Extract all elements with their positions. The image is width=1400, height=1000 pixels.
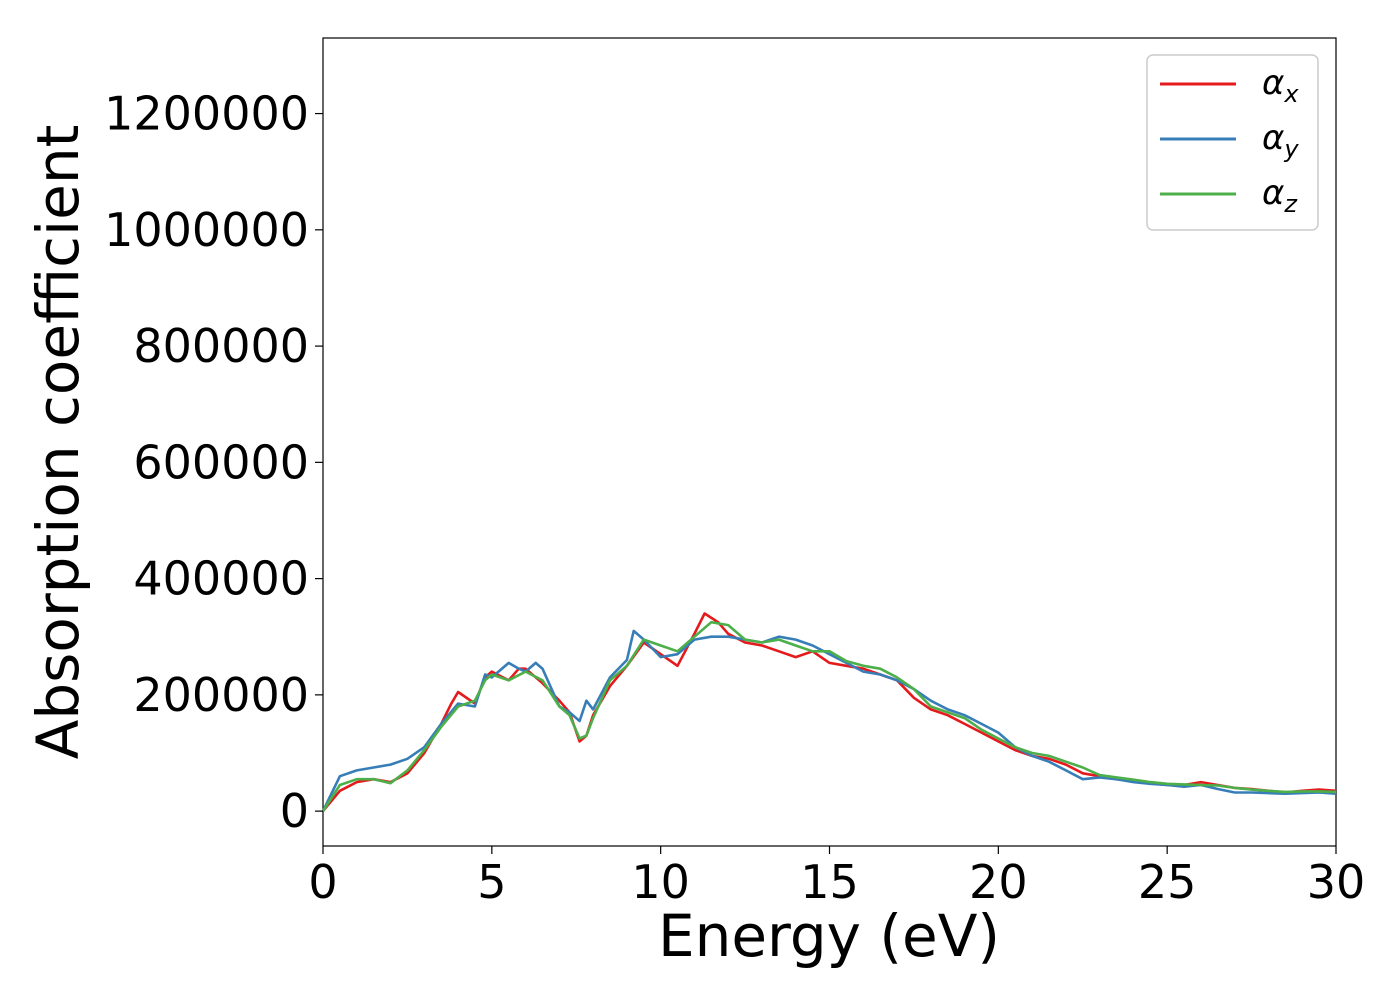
series-layer <box>321 612 1337 812</box>
legend-label-x: αx <box>1262 63 1299 108</box>
y-tick-label-2: 400000 <box>133 552 309 606</box>
series-line-z <box>321 620 1337 812</box>
x-tick-label-2: 10 <box>631 855 690 909</box>
x-tick-label-5: 25 <box>1138 855 1197 909</box>
x-tick-label-4: 20 <box>969 855 1028 909</box>
series-line-y <box>321 629 1337 812</box>
x-tick-label-6: 30 <box>1307 855 1366 909</box>
legend-box <box>1146 54 1319 231</box>
y-tick-label-3: 600000 <box>133 435 309 489</box>
x-tick-label-0: 0 <box>308 855 337 909</box>
y-tick-label-0: 0 <box>280 784 309 838</box>
y-tick-label-6: 1200000 <box>104 87 309 141</box>
legend-label-z: αz <box>1262 173 1298 218</box>
x-axis-label: Energy (eV) <box>658 902 1000 970</box>
legend-label-y: αy <box>1262 118 1299 163</box>
x-tick-label-1: 5 <box>477 855 506 909</box>
legend: αx αy αz <box>1146 54 1319 231</box>
y-tick-label-4: 800000 <box>133 319 309 373</box>
y-axis-label: Absorption coefficient <box>24 125 92 760</box>
x-tick-label-3: 15 <box>800 855 859 909</box>
x-axis-ticks: 0 5 10 15 20 25 30 <box>308 846 1365 909</box>
y-tick-label-1: 200000 <box>133 668 309 722</box>
y-axis-ticks: 0 200000 400000 600000 800000 1000000 1200000 <box>104 87 323 838</box>
y-tick-label-5: 1000000 <box>104 203 309 257</box>
